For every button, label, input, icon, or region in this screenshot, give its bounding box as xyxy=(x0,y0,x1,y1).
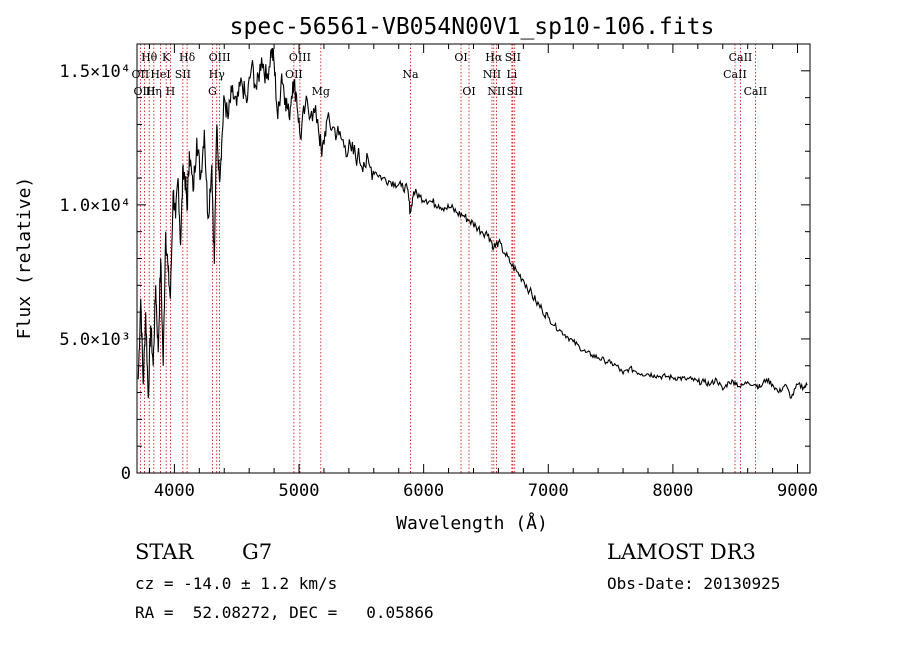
x-axis-ticks: 4000 5000 6000 7000 8000 9000 xyxy=(148,44,818,501)
spectral-line-markers xyxy=(139,44,756,473)
y-tick-label-3: 1.5×10⁴ xyxy=(59,62,131,82)
line-label-22: NII xyxy=(487,85,505,98)
line-label-25: CaII xyxy=(723,68,747,81)
line-label-7: H xyxy=(166,85,176,98)
x-tick-label-2: 6000 xyxy=(403,481,444,501)
line-label-14: Mg xyxy=(312,85,330,98)
line-label-19: SII xyxy=(505,51,521,64)
coordinates: RA = 52.08272, DEC = 0.05866 xyxy=(135,603,434,622)
x-tick-label-5: 9000 xyxy=(777,481,818,501)
line-label-20: NII xyxy=(483,68,501,81)
line-label-2: OIII xyxy=(133,85,155,98)
plot-frame xyxy=(136,43,811,474)
line-label-3: Hη xyxy=(146,85,162,98)
observation-date: Obs-Date: 20130925 xyxy=(607,574,781,593)
line-label-18: Hα xyxy=(485,51,503,64)
line-label-5: K xyxy=(162,51,171,64)
x-axis-label: Wavelength (Å) xyxy=(396,512,548,534)
x-tick-label-0: 4000 xyxy=(154,481,195,501)
line-label-23: SII xyxy=(507,85,523,98)
line-label-13: OII xyxy=(285,68,303,81)
line-label-26: CaII xyxy=(744,85,768,98)
line-label-10: Hγ xyxy=(209,68,226,81)
object-class: STAR xyxy=(135,540,194,564)
y-tick-label-0: 0 xyxy=(121,464,131,484)
line-label-0: Hθ xyxy=(141,51,158,64)
line-label-11: G xyxy=(208,85,217,98)
line-label-15: Na xyxy=(402,68,419,81)
y-tick-label-2: 1.0×10⁴ xyxy=(59,196,131,216)
line-label-12: OIII xyxy=(289,51,311,64)
y-tick-label-1: 5.0×10³ xyxy=(59,330,131,350)
line-label-8: Hδ xyxy=(179,51,196,64)
line-label-16: OI xyxy=(454,51,467,64)
chart-title: spec-56561-VB054N00V1_sp10-106.fits xyxy=(230,14,715,40)
survey-name: LAMOST DR3 xyxy=(607,540,756,564)
line-label-1: OII xyxy=(132,68,150,81)
line-label-17: OI xyxy=(462,85,475,98)
x-tick-label-1: 5000 xyxy=(279,481,320,501)
x-tick-label-4: 8000 xyxy=(652,481,693,501)
object-subclass: G7 xyxy=(242,540,273,564)
redshift-value: cz = -14.0 ± 1.2 km/s xyxy=(135,574,338,593)
line-label-21: Li xyxy=(506,68,517,81)
y-axis-ticks: 0 5.0×10³ 1.0×10⁴ 1.5×10⁴ xyxy=(59,62,810,484)
line-label-9: OIII xyxy=(209,51,231,64)
x-tick-label-3: 7000 xyxy=(528,481,569,501)
line-label-4: HeI xyxy=(150,68,170,81)
line-label-6: SII xyxy=(175,68,191,81)
spectrum-series xyxy=(137,47,808,399)
y-axis-label: Flux (relative) xyxy=(14,177,35,340)
line-label-24: CaII xyxy=(729,51,753,64)
